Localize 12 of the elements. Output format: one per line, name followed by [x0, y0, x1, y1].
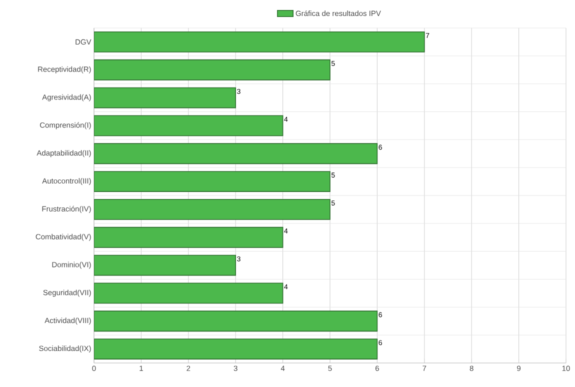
bar	[94, 310, 378, 332]
bar	[94, 87, 236, 108]
bar	[94, 338, 378, 360]
bar	[94, 199, 330, 220]
bar	[94, 226, 284, 248]
bar	[94, 59, 330, 80]
bar	[94, 254, 236, 276]
bar	[94, 115, 284, 136]
bar	[94, 282, 284, 304]
bar	[94, 143, 378, 164]
bar	[94, 171, 330, 192]
bar	[94, 32, 425, 52]
